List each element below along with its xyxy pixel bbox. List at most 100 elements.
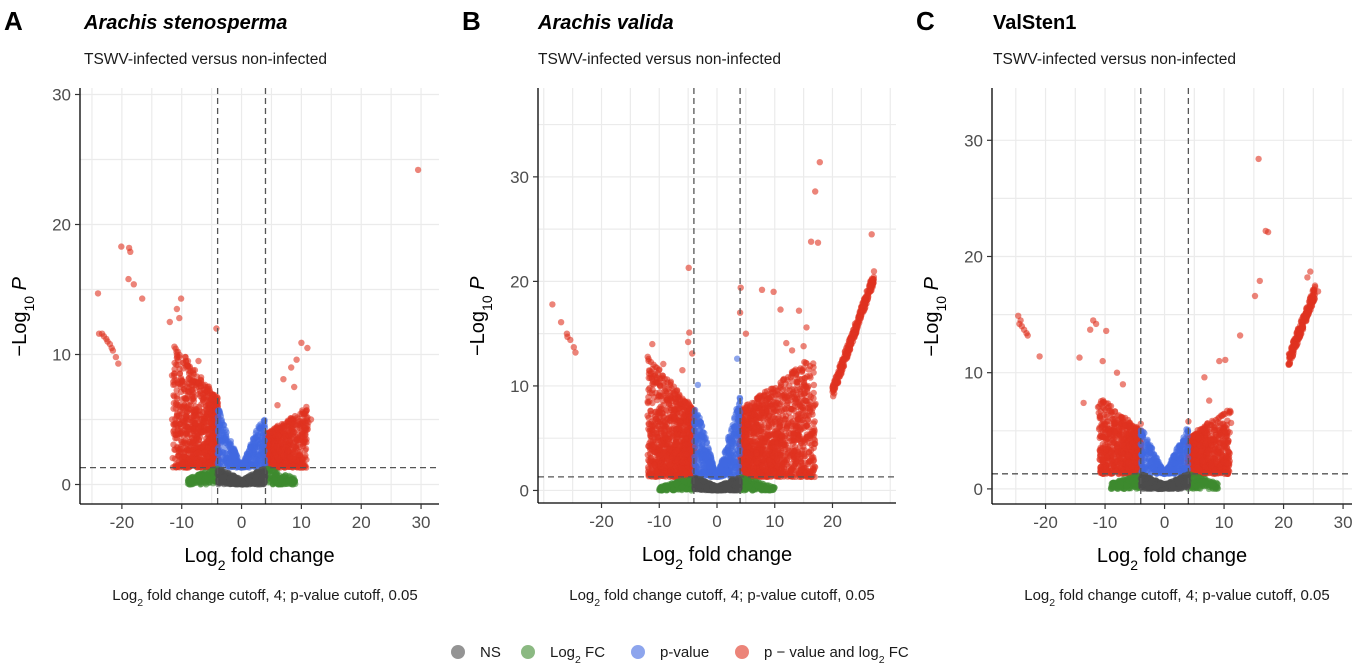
point-log2fc [196, 472, 203, 479]
point-p-value-and-log2fc [666, 427, 673, 435]
point-p-value-and-log2fc [188, 387, 195, 394]
point-p-value [215, 408, 222, 416]
point-p-value-and-log2fc [666, 446, 673, 453]
point-p-value-and-log2fc [195, 440, 202, 447]
point-p-value-and-log2fc [644, 451, 651, 459]
point-p-value [258, 429, 266, 436]
point-p-value-and-log2fc [673, 402, 681, 409]
point-p-value-and-log2fc [172, 401, 180, 408]
point-p-value-and-log2fc [284, 447, 291, 454]
point-p-value-and-log2fc [177, 375, 185, 382]
point-p-value-and-log2fc [666, 389, 674, 396]
point-p-value [245, 463, 253, 470]
y-axis-label: −Log10 P [9, 276, 37, 356]
point-p-value-and-log2fc [183, 412, 190, 420]
point-p-value-and-log2fc [208, 420, 215, 427]
y-tick-label: 10 [52, 346, 71, 365]
point-p-value-and-log2fc [286, 453, 293, 461]
point-p-value-and-log2fc [172, 446, 179, 453]
point-p-value-and-log2fc [205, 414, 212, 422]
point-p-value-and-log2fc [285, 431, 292, 439]
point-p-value-and-log2fc [269, 428, 276, 436]
point-p-value-and-log2fc [193, 431, 200, 438]
point-p-value-and-log2fc [660, 464, 668, 471]
point-p-value-and-log2fc [680, 431, 687, 438]
point-p-value-and-log2fc [200, 428, 207, 436]
y-tick-label: 0 [62, 476, 71, 495]
outlier-point [291, 383, 298, 391]
outlier-point [288, 364, 295, 371]
point-p-value-and-log2fc [656, 452, 663, 459]
point-p-value-and-log2fc [290, 421, 298, 428]
point-p-value-and-log2fc [651, 461, 658, 469]
point-p-value-and-log2fc [678, 465, 686, 472]
point-p-value [257, 451, 264, 459]
y-tick-label: 20 [52, 216, 71, 235]
point-p-value-and-log2fc [178, 411, 185, 418]
point-p-value-and-log2fc [673, 472, 680, 479]
panel-title: Arachis valida [537, 12, 674, 34]
point-p-value-and-log2fc [207, 395, 215, 403]
point-p-value-and-log2fc [670, 411, 677, 418]
point-p-value [218, 458, 225, 466]
outlier-point [125, 275, 132, 283]
point-p-value-and-log2fc [280, 425, 287, 432]
point-p-value-and-log2fc [174, 353, 181, 361]
outlier-point [274, 402, 281, 409]
outlier-point [280, 376, 287, 383]
data-points [549, 159, 878, 494]
point-p-value-and-log2fc [174, 348, 181, 355]
point-p-value-and-log2fc [194, 449, 202, 456]
outlier-point [201, 386, 208, 393]
point-p-value-and-log2fc [205, 426, 213, 433]
point-ns [240, 479, 247, 487]
point-p-value-and-log2fc [273, 443, 280, 450]
point-p-value-and-log2fc [657, 393, 665, 400]
outlier-point [302, 408, 309, 415]
point-p-value-and-log2fc [193, 384, 200, 391]
cutoff-caption: Log2 fold change cutoff, 4; p-value cuto… [112, 587, 418, 609]
point-p-value-and-log2fc [654, 472, 661, 479]
point-log2fc [285, 477, 292, 484]
point-p-value-and-log2fc [203, 406, 210, 413]
point-p-value-and-log2fc [171, 370, 178, 378]
point-p-value-and-log2fc [645, 355, 652, 363]
point-log2fc [269, 468, 277, 475]
point-p-value-and-log2fc [661, 375, 668, 383]
outlier-point [127, 248, 134, 255]
point-p-value-and-log2fc [670, 417, 678, 425]
outlier-point [414, 166, 422, 174]
panel-subtitle: TSWV-infected versus non-infected [84, 51, 327, 68]
point-p-value-and-log2fc [651, 394, 658, 401]
point-p-value-and-log2fc [195, 379, 203, 386]
point-p-value-and-log2fc [192, 413, 199, 420]
point-p-value [222, 436, 229, 443]
outlier-point [176, 314, 183, 322]
point-p-value-and-log2fc [275, 432, 282, 439]
outlier-point [195, 357, 202, 365]
x-tick-label: 0 [237, 513, 246, 532]
panel-letter: B [462, 6, 481, 36]
point-p-value [253, 427, 260, 435]
point-p-value [230, 452, 238, 460]
point-p-value-and-log2fc [676, 419, 684, 426]
outlier-point [298, 339, 305, 346]
outlier-point [94, 290, 102, 297]
point-p-value-and-log2fc [810, 402, 817, 410]
point-p-value-and-log2fc [187, 405, 194, 413]
point-p-value-and-log2fc [213, 398, 220, 406]
point-ns [218, 474, 226, 481]
point-p-value-and-log2fc [660, 382, 667, 389]
point-p-value-and-log2fc [202, 393, 210, 401]
y-tick-label: 30 [52, 86, 71, 105]
point-p-value-and-log2fc [188, 378, 196, 385]
x-tick-label: -20 [110, 513, 135, 532]
point-p-value [261, 422, 268, 429]
outlier-point [166, 318, 173, 326]
point-p-value-and-log2fc [209, 432, 216, 439]
point-p-value-and-log2fc [182, 437, 189, 444]
point-p-value-and-log2fc [180, 365, 187, 372]
point-p-value-and-log2fc [680, 397, 687, 404]
point-p-value-and-log2fc [810, 381, 818, 389]
